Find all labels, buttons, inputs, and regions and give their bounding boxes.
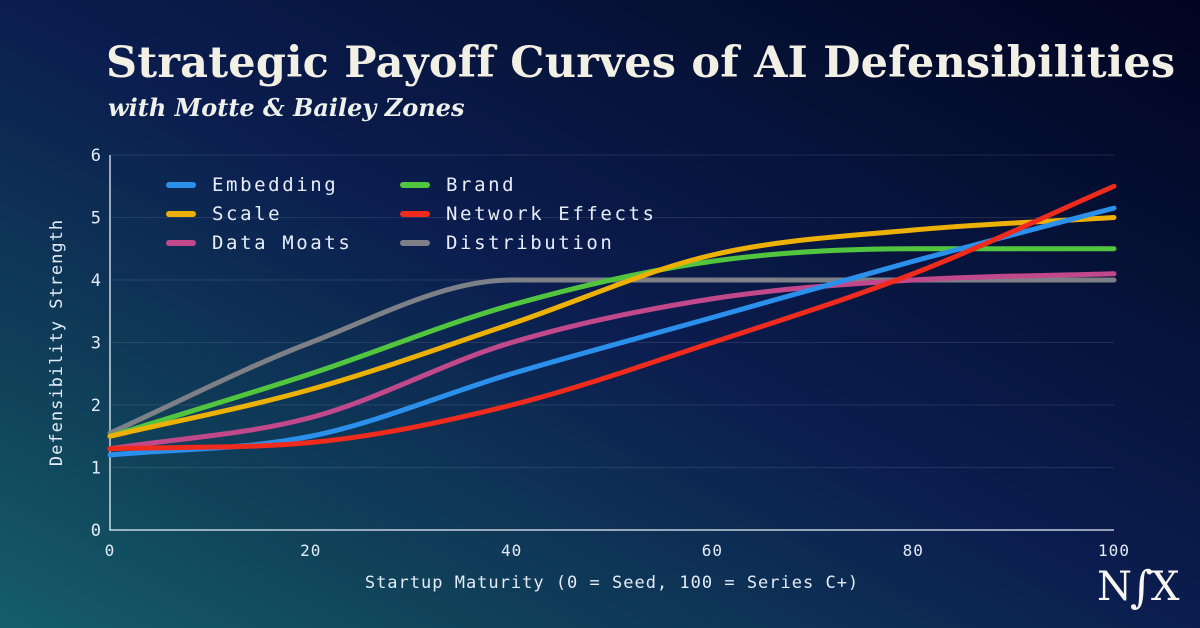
legend-swatch-embedding — [166, 181, 196, 188]
legend-column-2: Brand Network Effects Distribution — [400, 170, 657, 257]
axes — [109, 155, 1114, 531]
legend-item-distribution: Distribution — [400, 228, 657, 257]
legend-item-data-moats: Data Moats — [166, 228, 352, 257]
legend-item-scale: Scale — [166, 199, 352, 228]
legend-swatch-brand — [400, 181, 430, 188]
nfx-logo-integral: ∫ — [1130, 562, 1153, 613]
x-tick-label: 20 — [300, 541, 321, 560]
y-tick-label: 4 — [91, 271, 102, 291]
legend-swatch-distribution — [400, 239, 430, 246]
legend-column-1: Embedding Scale Data Moats — [166, 170, 352, 257]
legend-label-network-effects: Network Effects — [446, 202, 657, 225]
y-tick-label: 3 — [91, 334, 102, 354]
legend-label-brand: Brand — [446, 173, 517, 196]
legend-item-network-effects: Network Effects — [400, 199, 657, 228]
y-tick-label: 2 — [91, 396, 102, 416]
legend-label-data-moats: Data Moats — [212, 231, 353, 254]
series-line-embedding — [107, 205, 1117, 458]
legend-item-embedding: Embedding — [166, 170, 352, 199]
x-tick-label: 40 — [501, 541, 522, 560]
y-tick-label: 1 — [91, 459, 102, 479]
nfx-logo-n: N — [1097, 564, 1132, 610]
series-line-brand — [107, 246, 1117, 439]
y-tick-label: 5 — [91, 209, 102, 229]
legend-label-embedding: Embedding — [212, 173, 339, 196]
chart-subtitle: with Motte & Bailey Zones — [108, 93, 465, 122]
x-tick-label: 80 — [903, 541, 924, 560]
series-line-distribution — [107, 277, 1117, 436]
legend-label-scale: Scale — [212, 202, 283, 225]
x-tick-label: 0 — [105, 541, 116, 560]
nfx-logo: N∫X — [1097, 562, 1180, 613]
series-line-network-effects — [107, 183, 1117, 452]
y-tick-label: 0 — [91, 521, 102, 541]
chart-title: Strategic Payoff Curves of AI Defensibil… — [106, 38, 1176, 88]
series-line-data-moats — [107, 271, 1117, 452]
series-line-scale — [107, 215, 1117, 439]
legend-swatch-scale — [166, 210, 196, 217]
y-tick-label: 6 — [91, 146, 102, 166]
nfx-logo-x: X — [1150, 564, 1180, 610]
legend-swatch-network-effects — [400, 210, 430, 217]
legend-swatch-data-moats — [166, 239, 196, 246]
legend-item-brand: Brand — [400, 170, 657, 199]
x-tick-label: 100 — [1098, 541, 1130, 560]
y-axis-label: Defensibility Strength — [47, 219, 67, 466]
x-tick-label: 60 — [702, 541, 723, 560]
x-axis-label: Startup Maturity (0 = Seed, 100 = Series… — [365, 573, 859, 593]
legend-label-distribution: Distribution — [446, 231, 615, 254]
